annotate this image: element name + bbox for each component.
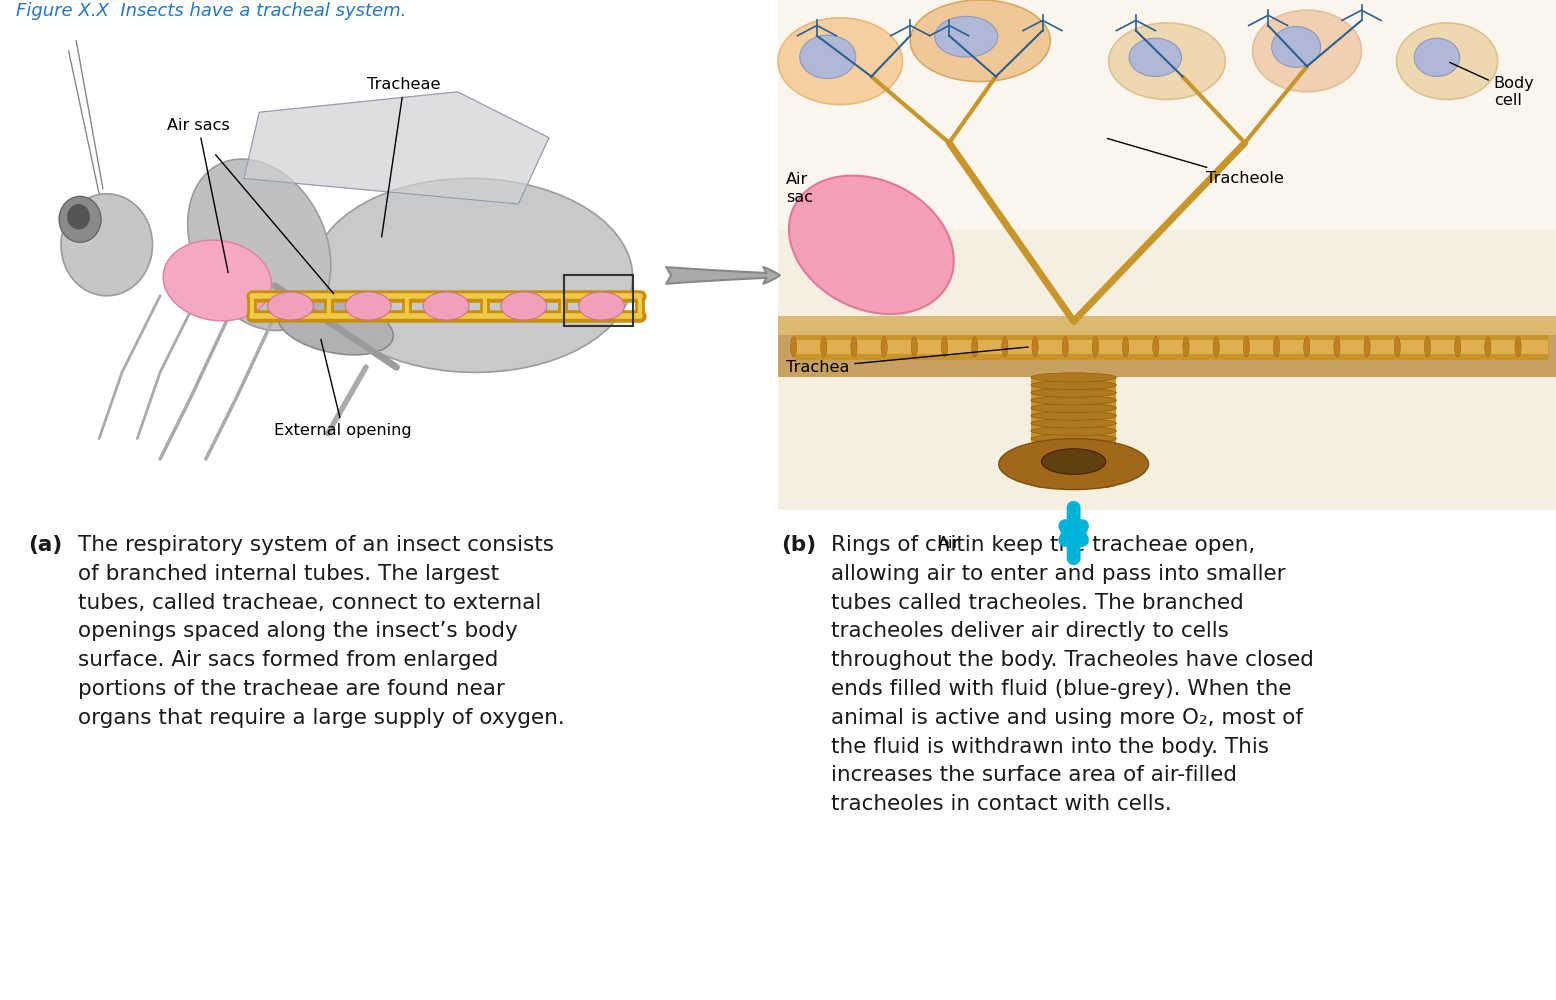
Ellipse shape <box>1041 449 1106 474</box>
Ellipse shape <box>1333 337 1340 357</box>
Ellipse shape <box>423 292 468 320</box>
Ellipse shape <box>912 337 918 357</box>
Ellipse shape <box>999 439 1148 490</box>
Ellipse shape <box>789 176 954 314</box>
Ellipse shape <box>1030 472 1116 481</box>
Ellipse shape <box>1108 23 1225 99</box>
Ellipse shape <box>1030 411 1116 420</box>
Ellipse shape <box>1030 480 1116 489</box>
Ellipse shape <box>820 337 826 357</box>
Ellipse shape <box>1030 426 1116 436</box>
Text: Air sacs: Air sacs <box>166 118 230 273</box>
Text: External opening: External opening <box>274 339 412 438</box>
Bar <box>778 0 1556 510</box>
Text: Air
sac: Air sac <box>786 172 812 205</box>
Bar <box>778 316 1556 335</box>
Polygon shape <box>244 92 549 204</box>
Ellipse shape <box>1032 337 1038 357</box>
Ellipse shape <box>790 337 797 357</box>
Ellipse shape <box>1030 442 1116 451</box>
Ellipse shape <box>1516 337 1522 357</box>
Ellipse shape <box>1243 337 1249 357</box>
Ellipse shape <box>778 18 902 105</box>
Ellipse shape <box>1030 457 1116 466</box>
Text: Figure X.X  Insects have a tracheal system.: Figure X.X Insects have a tracheal syste… <box>16 2 406 20</box>
Bar <box>0 0 762 510</box>
Ellipse shape <box>163 240 271 321</box>
Ellipse shape <box>1063 337 1069 357</box>
Ellipse shape <box>1130 38 1181 77</box>
Bar <box>565 275 633 326</box>
Ellipse shape <box>67 204 90 230</box>
Ellipse shape <box>501 292 546 320</box>
Text: (a): (a) <box>28 535 62 555</box>
Ellipse shape <box>1271 27 1321 67</box>
Bar <box>1030 377 1117 485</box>
Ellipse shape <box>313 178 633 372</box>
Ellipse shape <box>1414 38 1460 77</box>
Ellipse shape <box>1183 337 1189 357</box>
Ellipse shape <box>188 159 331 331</box>
Ellipse shape <box>1092 337 1099 357</box>
Ellipse shape <box>851 337 857 357</box>
Ellipse shape <box>1030 396 1116 405</box>
Text: Tracheole: Tracheole <box>1108 138 1284 186</box>
Ellipse shape <box>1455 337 1461 357</box>
Ellipse shape <box>1424 337 1430 357</box>
Text: Tracheae: Tracheae <box>367 77 440 237</box>
Ellipse shape <box>268 292 313 320</box>
Text: Body
cell: Body cell <box>1450 62 1534 108</box>
Ellipse shape <box>1030 434 1116 443</box>
Text: Trachea: Trachea <box>786 347 1029 375</box>
Text: Air: Air <box>938 536 960 551</box>
Ellipse shape <box>277 298 394 355</box>
Ellipse shape <box>1397 23 1497 99</box>
Ellipse shape <box>800 35 856 79</box>
Ellipse shape <box>1365 337 1371 357</box>
Ellipse shape <box>881 337 887 357</box>
Ellipse shape <box>1002 337 1008 357</box>
Ellipse shape <box>1214 337 1220 357</box>
Ellipse shape <box>1304 337 1310 357</box>
Ellipse shape <box>345 292 391 320</box>
Ellipse shape <box>1122 337 1128 357</box>
Ellipse shape <box>61 194 152 296</box>
Ellipse shape <box>1030 380 1116 390</box>
Ellipse shape <box>59 196 101 242</box>
Ellipse shape <box>910 0 1050 82</box>
Bar <box>778 316 1556 377</box>
Text: (b): (b) <box>781 535 817 555</box>
Ellipse shape <box>1030 419 1116 428</box>
Ellipse shape <box>1030 388 1116 397</box>
Text: Rings of chitin keep the tracheae open,
allowing air to enter and pass into smal: Rings of chitin keep the tracheae open, … <box>831 535 1313 814</box>
Ellipse shape <box>1253 10 1362 92</box>
Ellipse shape <box>1484 337 1491 357</box>
Ellipse shape <box>935 16 997 57</box>
Ellipse shape <box>941 337 948 357</box>
Ellipse shape <box>1273 337 1279 357</box>
Ellipse shape <box>971 337 977 357</box>
Ellipse shape <box>1030 449 1116 458</box>
Ellipse shape <box>1394 337 1400 357</box>
Ellipse shape <box>1030 373 1116 382</box>
Ellipse shape <box>1153 337 1159 357</box>
Ellipse shape <box>579 292 624 320</box>
Ellipse shape <box>1030 403 1116 413</box>
Ellipse shape <box>1030 465 1116 474</box>
Bar <box>778 0 1556 230</box>
Text: The respiratory system of an insect consists
of branched internal tubes. The lar: The respiratory system of an insect cons… <box>78 535 565 728</box>
